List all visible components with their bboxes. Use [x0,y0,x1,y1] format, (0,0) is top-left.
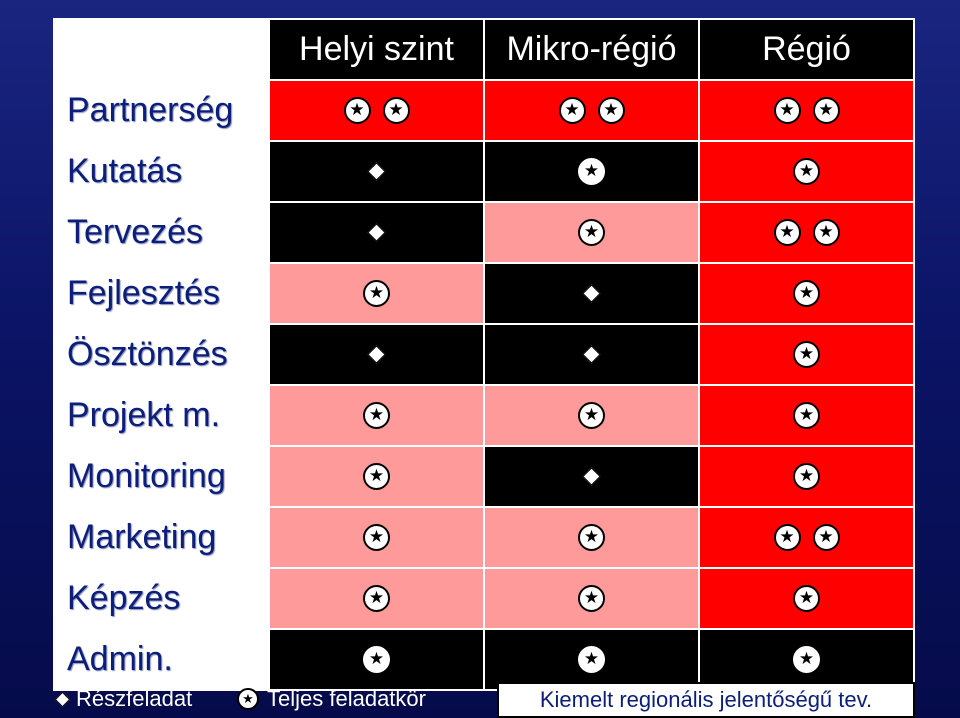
star-icon: ★ [812,219,840,246]
header-regio: Régió [700,20,913,79]
matrix-cell [270,325,483,384]
corner-cell [55,20,268,79]
matrix-cell: ★ [485,569,698,628]
legend-partial: Részfeladat [54,680,193,718]
star-icon: ★ [382,97,410,124]
matrix-cell: ★ [700,264,913,323]
header-helyi-szint: Helyi szint [270,20,483,79]
star-icon: ★ [773,97,801,124]
matrix-cell: ★ [700,569,913,628]
diamond-icon [367,162,386,181]
matrix-cell: ★ [485,203,698,262]
matrix-cell: ★ [700,142,913,201]
matrix-cell: ★ [700,386,913,445]
row-label: Ösztönzés [55,325,268,384]
matrix-cell: ★ ★ [700,203,913,262]
header-mikro-regio: Mikro-régió [485,20,698,79]
matrix-cell [270,142,483,201]
matrix-cell: ★ [485,508,698,567]
star-icon: ★ [343,97,371,124]
matrix-cell: ★ [485,630,698,689]
matrix-cell: ★ [270,386,483,445]
responsibility-matrix: Helyi szint Mikro-régió Régió Partnerség… [53,18,915,691]
row-label: Tervezés [55,203,268,262]
matrix-cell [485,447,698,506]
diamond-icon [582,467,601,486]
matrix-cell: ★ ★ [700,81,913,140]
legend-highlight-label: Kiemelt regionális jelentőségű tev. [539,687,873,712]
row-label: Kutatás [55,142,268,201]
row-label: Admin. [55,630,268,689]
legend-partial-label: Részfeladat [76,686,193,711]
diamond-icon [582,284,601,303]
matrix-cell: ★ [270,630,483,689]
diamond-icon [367,345,386,364]
row-label: Monitoring [55,447,268,506]
matrix-cell: ★ ★ [700,508,913,567]
matrix-cell [270,203,483,262]
matrix-cell: ★ [270,264,483,323]
row-label: Marketing [55,508,268,567]
star-icon: ★ [363,402,390,429]
matrix-cell: ★ [270,508,483,567]
matrix-cell: ★ ★ [270,81,483,140]
diamond-icon [582,345,601,364]
matrix-cell: ★ ★ [485,81,698,140]
star-icon: ★ [773,524,801,551]
star-icon: ★ [363,524,390,551]
matrix-cell [485,264,698,323]
star-icon: ★ [793,158,820,185]
matrix-cell: ★ [485,142,698,201]
matrix-cell: ★ [700,325,913,384]
row-label: Partnerség [55,81,268,140]
star-icon: ★ [793,402,820,429]
matrix-cell: ★ [270,569,483,628]
matrix-cell: ★ [485,386,698,445]
matrix-cell: ★ [270,447,483,506]
matrix-cell: ★ [700,630,913,689]
star-icon: ★ [793,341,820,368]
row-label: Képzés [55,569,268,628]
star-icon: ★ [578,402,605,429]
star-icon: ★ [812,524,840,551]
diamond-icon [54,691,71,707]
star-icon: ★ [578,158,605,185]
matrix-cell: ★ [700,447,913,506]
legend-highlight: Kiemelt regionális jelentőségű tev. [497,682,915,718]
star-icon: ★ [773,219,801,246]
star-icon: ★ [558,97,586,124]
legend-full-label: Teljes feladatkör [267,686,426,711]
star-icon: ★ [363,646,390,673]
star-icon: ★ [363,463,390,490]
star-icon: ★ [793,585,820,612]
star-icon: ★ [578,524,605,551]
star-icon: ★ [237,688,259,710]
row-label: Fejlesztés [55,264,268,323]
star-icon: ★ [793,463,820,490]
star-icon: ★ [793,646,820,673]
diamond-icon [367,223,386,242]
star-icon: ★ [578,219,605,246]
star-icon: ★ [597,97,625,124]
star-icon: ★ [793,280,820,307]
star-icon: ★ [363,585,390,612]
legend: Részfeladat ★ Teljes feladatkör [0,680,960,718]
star-icon: ★ [578,585,605,612]
legend-full: ★ Teljes feladatkör [237,680,426,718]
row-label: Projekt m. [55,386,268,445]
star-icon: ★ [812,97,840,124]
star-icon: ★ [363,280,390,307]
matrix-cell [485,325,698,384]
star-icon: ★ [578,646,605,673]
